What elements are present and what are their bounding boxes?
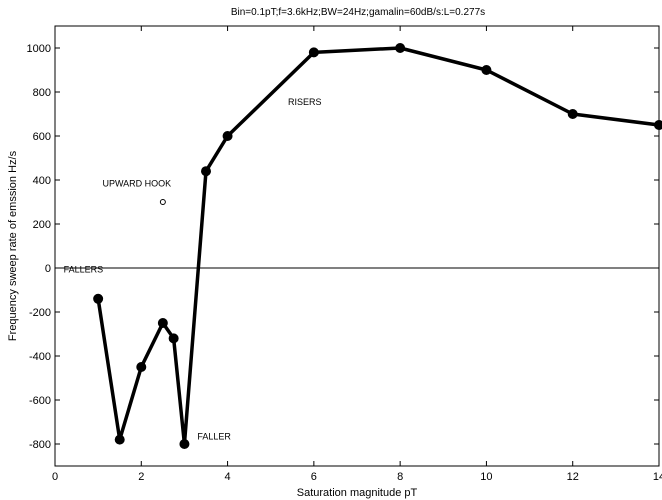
- data-point: [201, 166, 211, 177]
- y-tick-label: 600: [33, 131, 51, 143]
- isolated-point: [159, 199, 166, 205]
- data-point: [222, 131, 233, 141]
- y-tick-label: -400: [29, 351, 51, 363]
- series-group: [93, 43, 662, 449]
- annotation-label: FALLERS: [64, 264, 104, 274]
- x-tick-label: 8: [397, 471, 403, 483]
- data-point: [481, 65, 492, 75]
- y-tick-label: 200: [33, 219, 51, 231]
- x-tick-label: 4: [225, 471, 231, 483]
- annotations: RISERS UPWARD HOOK FALLERS FALLER: [64, 97, 322, 441]
- data-point: [179, 439, 190, 449]
- y-tick-label: 800: [33, 87, 51, 99]
- chart-title: Bin=0.1pT;f=3.6kHz;BW=24Hz;gamalin=60dB/…: [231, 7, 485, 18]
- data-point: [308, 47, 319, 58]
- y-tick-label: 1000: [27, 43, 51, 55]
- x-tick-label: 6: [311, 471, 317, 483]
- data-point: [567, 109, 578, 119]
- y-tick-label: -800: [29, 439, 51, 451]
- x-tick-label: 12: [567, 471, 579, 483]
- y-tick-label: 0: [45, 263, 51, 275]
- axis-ticks: 0 2 4 6 8 10 12 14 -800 -600 -400 -200 0 200 400 600 800…: [27, 26, 662, 483]
- data-point: [93, 293, 104, 304]
- data-point: [654, 120, 662, 130]
- y-axis-label: Frequency sweep rate of emssion Hz/s: [7, 150, 19, 341]
- annotation-label: UPWARD HOOK: [102, 179, 171, 189]
- y-tick-label: -200: [29, 307, 51, 319]
- x-tick-label: 14: [653, 471, 662, 483]
- data-point: [136, 362, 147, 372]
- plot-area-frame: [54, 25, 660, 467]
- data-point: [168, 333, 179, 344]
- x-axis-label: Saturation magnitude pT: [297, 487, 418, 499]
- y-tick-label: 400: [33, 175, 51, 187]
- x-tick-label: 10: [480, 471, 492, 483]
- data-point: [395, 43, 406, 53]
- x-tick-label: 2: [138, 471, 144, 483]
- annotation-label: RISERS: [288, 97, 322, 107]
- y-tick-label: -600: [29, 395, 51, 407]
- data-point: [157, 318, 168, 328]
- annotation-label: FALLER: [197, 432, 231, 442]
- data-point: [114, 434, 125, 445]
- x-tick-label: 0: [52, 471, 58, 483]
